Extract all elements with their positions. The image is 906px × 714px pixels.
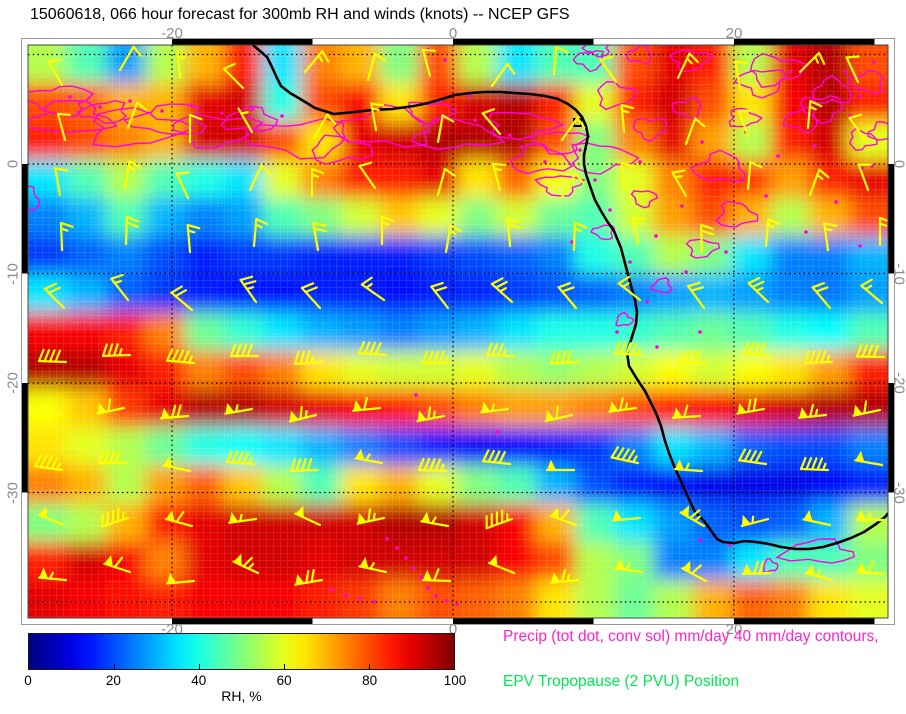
- colorbar-tick-label: 60: [276, 673, 292, 688]
- colorbar-tick-label: 80: [362, 673, 378, 688]
- rh-colorbar: [28, 633, 455, 670]
- colorbar-tick-mark: [369, 664, 370, 669]
- colorbar-title: RH, %: [221, 688, 262, 704]
- colorbar-tick-mark: [284, 664, 285, 669]
- colorbar-tick-label: 0: [24, 673, 32, 688]
- legend-precip-text: Precip (tot dot, conv sol) mm/day 40 mm/…: [503, 628, 879, 645]
- colorbar-tick-label: 20: [105, 673, 121, 688]
- colorbar-tick-mark: [114, 664, 115, 669]
- page-title: 15060618, 066 hour forecast for 300mb RH…: [30, 6, 570, 23]
- colorbar-tick-mark: [199, 664, 200, 669]
- colorbar-tick-label: 100: [443, 673, 467, 688]
- legend-epv-text: EPV Tropopause (2 PVU) Position: [503, 673, 740, 690]
- colorbar-tick-label: 40: [191, 673, 207, 688]
